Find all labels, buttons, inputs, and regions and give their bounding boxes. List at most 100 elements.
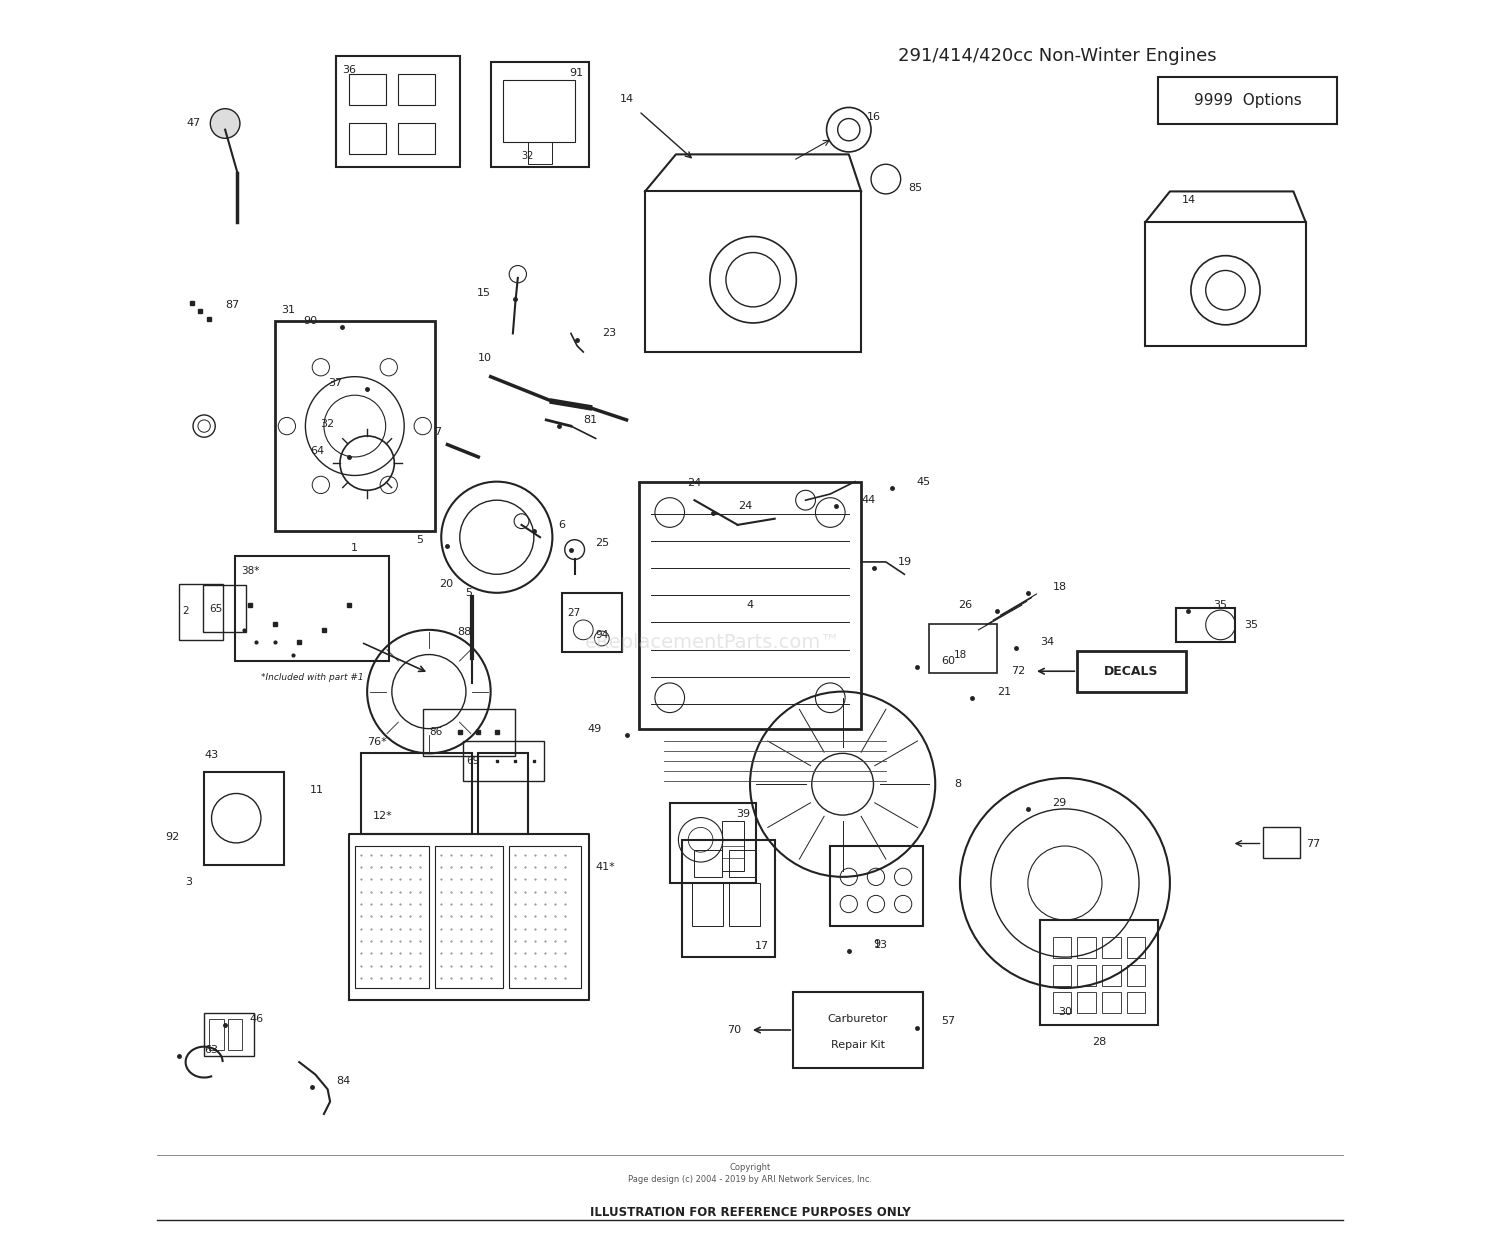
Bar [528, 142, 552, 164]
Text: 26: 26 [958, 600, 972, 610]
Text: 23: 23 [602, 329, 616, 338]
Bar [645, 191, 861, 352]
Text: 87: 87 [225, 300, 240, 310]
Text: 35: 35 [1214, 600, 1227, 610]
Bar [831, 846, 922, 926]
Bar [435, 846, 502, 988]
Text: 17: 17 [754, 941, 768, 951]
Text: 5: 5 [465, 588, 472, 598]
Bar [1158, 77, 1336, 124]
Bar [423, 709, 516, 756]
Circle shape [210, 109, 240, 138]
Text: 38*: 38* [242, 566, 260, 576]
Bar [1077, 651, 1186, 692]
Bar [398, 74, 435, 105]
Bar [1102, 965, 1120, 986]
Text: 39: 39 [736, 809, 750, 819]
Text: 32: 32 [522, 151, 534, 161]
Text: 64: 64 [310, 446, 324, 456]
Bar [1126, 937, 1144, 958]
Text: 60: 60 [942, 656, 956, 666]
Bar [204, 772, 285, 864]
Text: 14: 14 [620, 94, 633, 104]
Text: 29: 29 [1053, 798, 1066, 808]
Text: 81: 81 [584, 415, 597, 425]
Text: 92: 92 [165, 831, 180, 842]
Text: 5: 5 [416, 535, 423, 545]
Bar [722, 821, 744, 871]
Bar [1144, 222, 1305, 346]
Bar [1077, 937, 1096, 958]
Text: 25: 25 [596, 538, 609, 548]
Text: 34: 34 [1040, 637, 1054, 647]
Bar [348, 124, 386, 154]
Text: 3: 3 [184, 877, 192, 887]
Text: 77: 77 [1305, 839, 1320, 848]
Text: 36: 36 [342, 65, 357, 75]
Text: 69: 69 [466, 756, 478, 766]
Bar [348, 74, 386, 105]
Text: 9: 9 [873, 939, 880, 948]
Text: 76*: 76* [368, 737, 387, 747]
Text: 24: 24 [738, 501, 752, 511]
Bar [1053, 992, 1071, 1013]
Text: 9999  Options: 9999 Options [1194, 93, 1302, 107]
Text: 84: 84 [336, 1076, 351, 1086]
Bar [1126, 992, 1144, 1013]
Text: 21: 21 [998, 687, 1011, 697]
Text: 24: 24 [687, 478, 702, 488]
Text: 6: 6 [558, 520, 566, 530]
Text: 32: 32 [320, 419, 334, 429]
Text: 18: 18 [954, 650, 966, 659]
Text: 44: 44 [861, 495, 876, 505]
Text: DECALS: DECALS [1104, 664, 1160, 678]
Text: 37: 37 [328, 378, 342, 388]
Text: 2: 2 [182, 606, 189, 616]
Bar [692, 883, 723, 926]
Text: 49: 49 [588, 724, 602, 734]
Text: 18: 18 [1053, 582, 1066, 592]
Text: 70: 70 [728, 1025, 741, 1035]
Text: 31: 31 [280, 305, 294, 315]
Text: 27: 27 [567, 608, 580, 618]
Bar [202, 585, 246, 632]
Text: 14: 14 [1182, 195, 1196, 205]
Bar [1102, 937, 1120, 958]
Text: 1: 1 [351, 543, 358, 553]
Bar [729, 850, 756, 877]
Text: 4: 4 [747, 600, 753, 610]
Bar [1077, 965, 1096, 986]
Bar [464, 741, 544, 781]
Text: 86: 86 [429, 727, 442, 737]
Text: Repair Kit: Repair Kit [831, 1040, 885, 1050]
Text: Copyright: Copyright [729, 1162, 771, 1172]
Text: 85: 85 [908, 183, 922, 193]
Text: 35: 35 [1244, 620, 1258, 630]
Bar [694, 850, 721, 877]
Bar [669, 803, 756, 883]
Bar [794, 992, 922, 1068]
Text: 57: 57 [942, 1016, 956, 1026]
Bar [1176, 608, 1236, 642]
Bar [1077, 992, 1096, 1013]
Text: 63: 63 [204, 1045, 218, 1055]
Text: 91: 91 [568, 68, 584, 78]
Bar [356, 846, 429, 988]
Bar [1053, 965, 1071, 986]
Text: 28: 28 [1092, 1037, 1106, 1047]
Bar [209, 1019, 224, 1050]
Bar [682, 840, 774, 957]
Bar [274, 321, 435, 531]
Text: 20: 20 [440, 579, 453, 589]
Text: 72: 72 [1011, 666, 1026, 677]
Text: 8: 8 [954, 779, 962, 789]
Bar [928, 624, 998, 673]
Bar [236, 556, 390, 661]
Text: 12*: 12* [374, 811, 393, 821]
Bar [228, 1019, 243, 1050]
Text: 11: 11 [310, 785, 324, 795]
Text: 45: 45 [916, 477, 932, 487]
Bar [1053, 937, 1071, 958]
Text: 16: 16 [867, 112, 882, 122]
Text: 291/414/420cc Non-Winter Engines: 291/414/420cc Non-Winter Engines [898, 47, 1216, 64]
